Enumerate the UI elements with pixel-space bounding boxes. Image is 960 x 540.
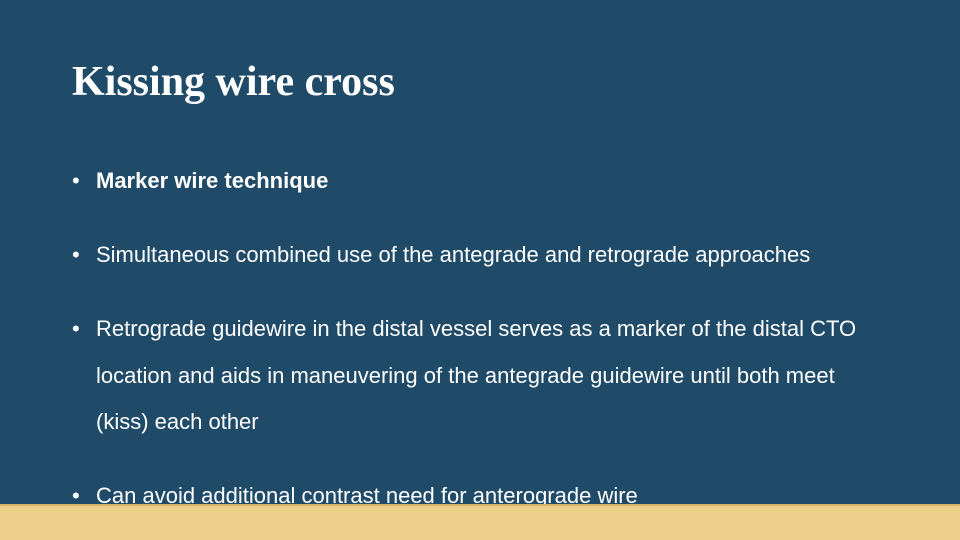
bullet-list: Marker wire technique Simultaneous combi… (72, 158, 888, 519)
list-item: Simultaneous combined use of the antegra… (72, 232, 888, 278)
bullet-text: Marker wire technique (96, 168, 328, 193)
list-item: Marker wire technique (72, 158, 888, 204)
bullet-text: Simultaneous combined use of the antegra… (96, 242, 810, 267)
slide-body: Marker wire technique Simultaneous combi… (72, 158, 888, 540)
bullet-text: Retrograde guidewire in the distal vesse… (96, 316, 856, 433)
slide-title: Kissing wire cross (72, 58, 395, 106)
bottom-band (0, 506, 960, 540)
slide: Kissing wire cross Marker wire technique… (0, 0, 960, 540)
list-item: Retrograde guidewire in the distal vesse… (72, 306, 888, 445)
